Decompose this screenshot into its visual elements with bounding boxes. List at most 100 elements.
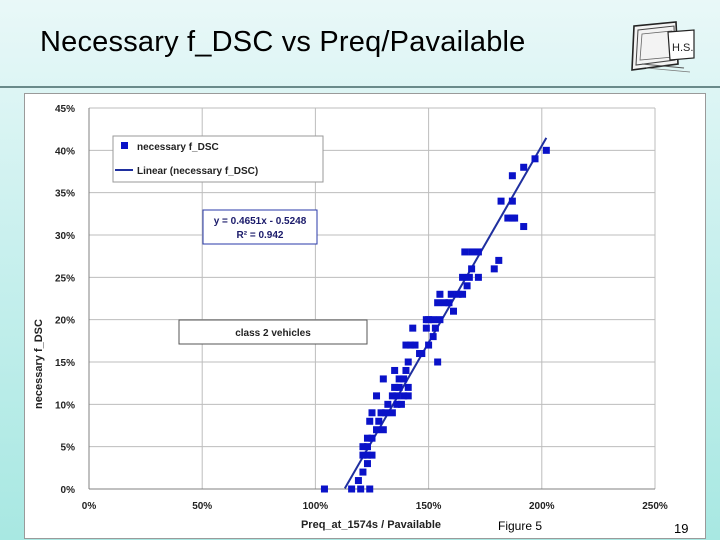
data-point-68 (474, 248, 482, 256)
data-point-24 (397, 400, 405, 408)
data-point-40 (402, 341, 410, 349)
x-axis-label: Preq_at_1574s / Pavailable (301, 519, 441, 531)
data-point-42 (411, 341, 419, 349)
scatter-chart: 0% 5% 10% 15% 20% 25% 30% 35% 40% 45% 0% 50% 100% 150… (33, 104, 668, 531)
equation-text: y = 0.4651x - 0.5248 (214, 216, 307, 227)
data-point-58 (447, 290, 455, 298)
x-tick-label-3: 150% (416, 501, 442, 512)
data-point-5 (359, 468, 367, 476)
data-point-46 (422, 324, 430, 332)
y-tick-label-7: 35% (55, 189, 75, 200)
y-tick-label-9: 45% (55, 104, 75, 115)
x-tick-label-2: 100% (303, 501, 329, 512)
data-point-77 (508, 172, 516, 180)
data-point-15 (379, 426, 387, 434)
data-point-75 (508, 197, 516, 205)
y-tick-label-1: 5% (61, 443, 76, 454)
data-point-41 (406, 341, 414, 349)
y-tick-label-4: 20% (55, 316, 75, 327)
tick-labels: 0% 5% 10% 15% 20% 25% 30% 35% 40% 45% 0% 50% 100% 150… (55, 104, 668, 512)
legend-entry-points: necessary f_DSC (137, 142, 219, 153)
data-point-76 (511, 214, 519, 222)
x-tick-label-0: 0% (82, 501, 97, 512)
data-point-52 (431, 324, 439, 332)
data-point-78 (520, 163, 528, 171)
data-point-6 (363, 460, 371, 468)
data-point-45 (409, 324, 417, 332)
r-squared-text: R² = 0.942 (237, 230, 284, 241)
data-point-7 (359, 451, 367, 459)
data-points (320, 146, 550, 493)
data-point-1 (348, 485, 356, 493)
equation-box: y = 0.4651x - 0.5248 R² = 0.942 (202, 209, 318, 245)
data-point-60 (459, 290, 467, 298)
data-point-65 (468, 265, 476, 273)
data-point-26 (388, 392, 396, 400)
data-point-73 (504, 214, 512, 222)
y-tick-label-6: 30% (55, 231, 75, 242)
y-tick-label-3: 15% (55, 358, 75, 369)
title-divider (0, 86, 720, 88)
data-point-20 (382, 409, 390, 417)
data-point-63 (463, 282, 471, 290)
data-point-64 (465, 273, 473, 281)
figure-label: Figure 5 (498, 519, 543, 533)
data-point-66 (461, 248, 469, 256)
data-point-13 (363, 434, 371, 442)
data-point-21 (388, 409, 396, 417)
data-point-35 (400, 375, 408, 383)
data-point-43 (416, 350, 424, 358)
data-point-72 (497, 197, 505, 205)
slide-title: Necessary f_DSC vs Preq/Pavailable (40, 26, 526, 58)
x-tick-label-5: 250% (642, 501, 668, 512)
legend-entry-trendline: Linear (necessary f_DSC) (137, 166, 258, 177)
data-point-67 (468, 248, 476, 256)
data-point-69 (474, 273, 482, 281)
legend: necessary f_DSC Linear (necessary f_DSC) (112, 135, 324, 183)
data-point-30 (391, 383, 399, 391)
data-point-28 (400, 392, 408, 400)
data-point-32 (404, 383, 412, 391)
data-point-31 (395, 383, 403, 391)
data-point-23 (393, 400, 401, 408)
chart-frame: 0% 5% 10% 15% 20% 25% 30% 35% 40% 45% 0% 50% 100% 150… (24, 93, 706, 539)
page-number: 19 (674, 521, 689, 536)
data-point-56 (445, 299, 453, 307)
data-point-50 (436, 316, 444, 324)
data-point-80 (531, 155, 539, 163)
data-point-36 (391, 366, 399, 374)
legend-marker-icon (121, 142, 128, 149)
data-point-4 (366, 485, 374, 493)
data-point-22 (384, 400, 392, 408)
data-point-12 (368, 434, 376, 442)
data-point-53 (434, 299, 442, 307)
data-point-25 (373, 392, 381, 400)
data-point-2 (354, 477, 362, 485)
logo-text: H.S. (672, 42, 693, 54)
data-point-33 (395, 375, 403, 383)
data-point-34 (379, 375, 387, 383)
data-point-27 (393, 392, 401, 400)
data-point-8 (363, 451, 371, 459)
y-tick-label-0: 0% (61, 485, 76, 496)
data-point-44 (425, 341, 433, 349)
data-point-3 (357, 485, 365, 493)
data-point-17 (375, 417, 383, 425)
x-tick-label-1: 50% (192, 501, 212, 512)
data-point-11 (363, 443, 371, 451)
data-point-55 (440, 299, 448, 307)
hs-logo-icon: H.S. (631, 21, 695, 73)
data-point-61 (434, 358, 442, 366)
data-point-38 (404, 358, 412, 366)
data-point-19 (377, 409, 385, 417)
data-point-70 (490, 265, 498, 273)
data-point-57 (450, 307, 458, 315)
data-point-79 (520, 223, 528, 231)
data-point-51 (425, 316, 433, 324)
data-point-49 (429, 316, 437, 324)
data-point-9 (368, 451, 376, 459)
data-point-47 (429, 333, 437, 341)
x-tick-label-4: 200% (529, 501, 555, 512)
data-point-0 (320, 485, 328, 493)
data-point-71 (495, 256, 503, 264)
